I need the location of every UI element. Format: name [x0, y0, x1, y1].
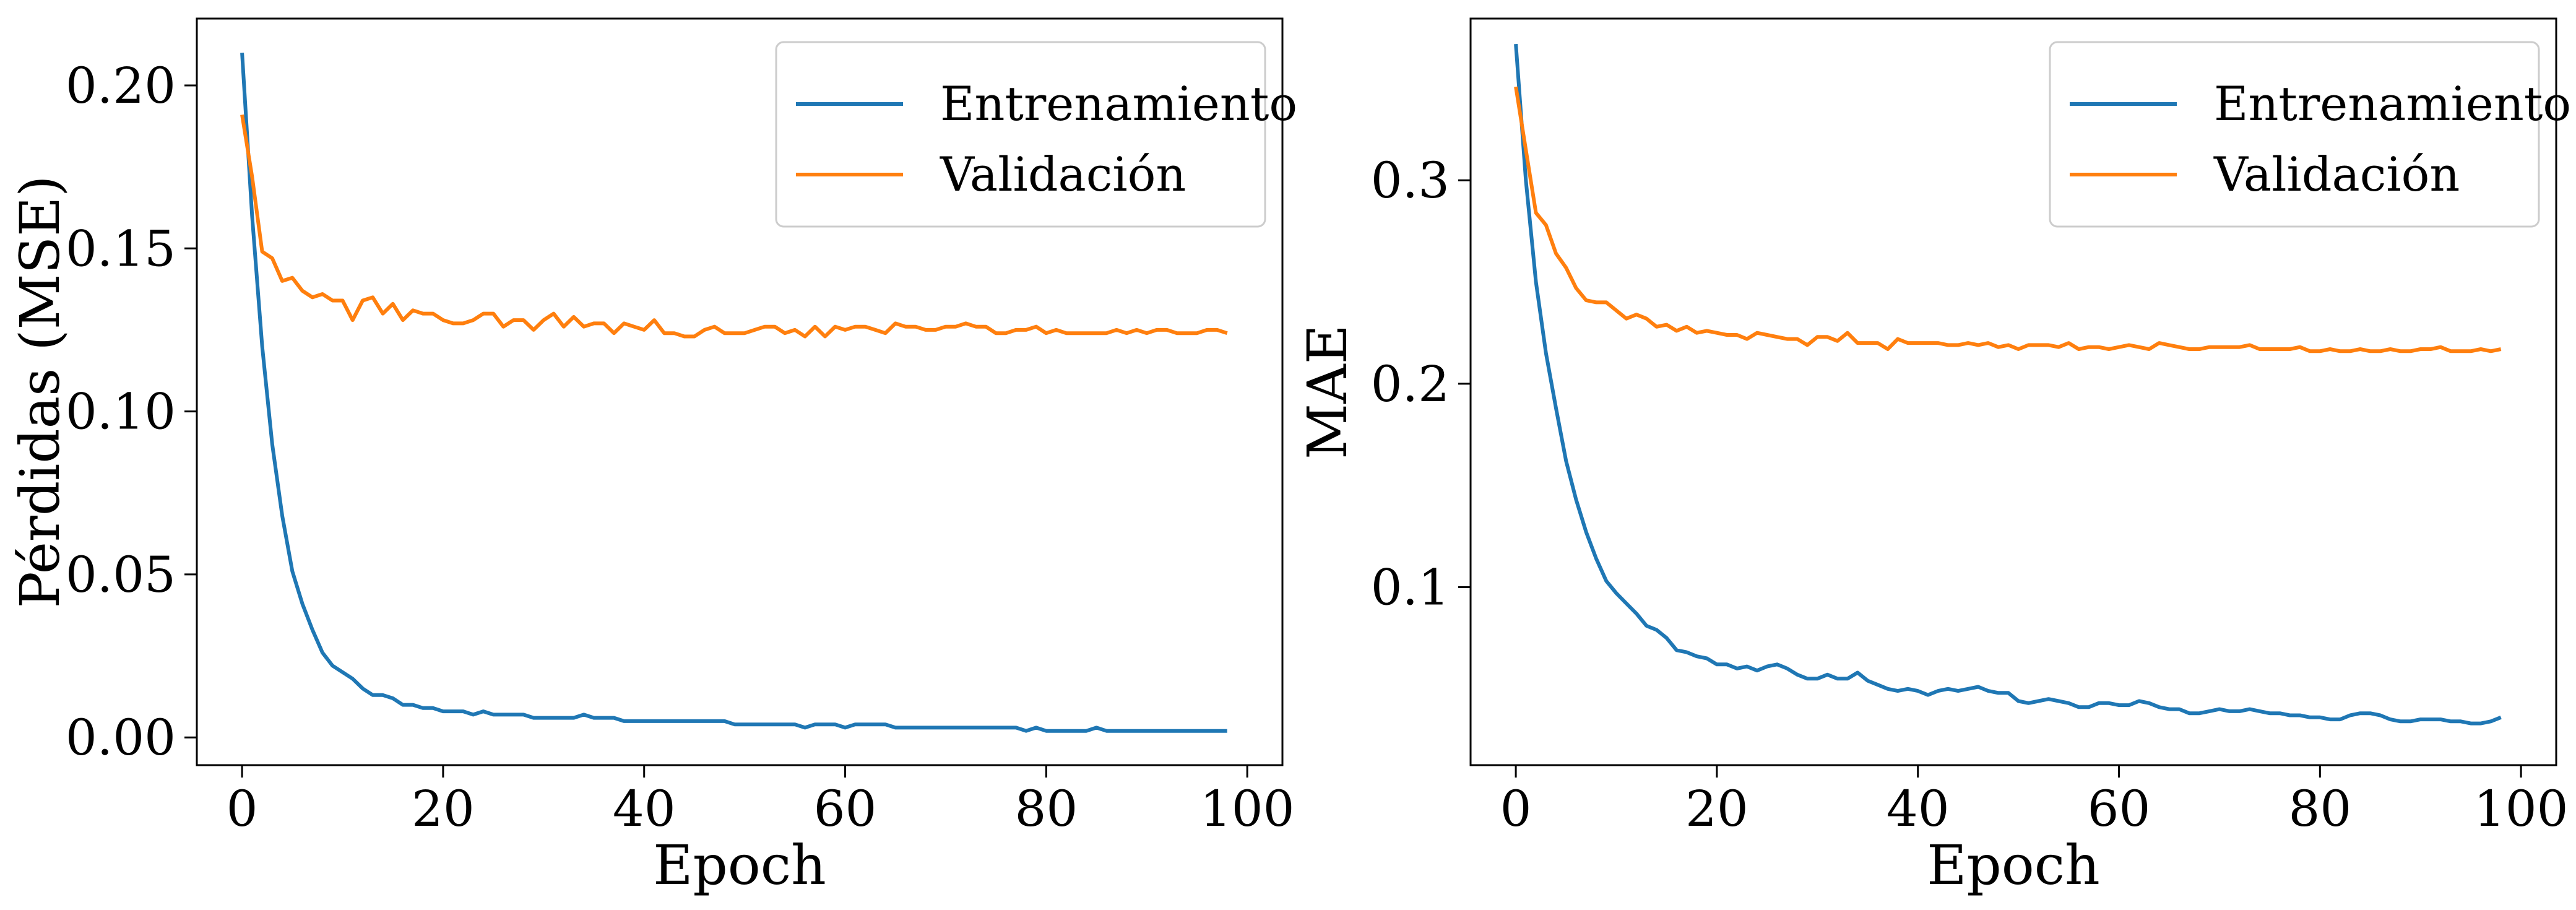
x-tick-label: 100: [2474, 780, 2569, 838]
y-tick-label: 0.3: [1371, 152, 1450, 209]
x-tick-label: 60: [814, 780, 877, 838]
y-axis-title: MAE: [1295, 324, 1359, 459]
x-tick-label: 40: [1887, 780, 1950, 838]
x-tick-label: 100: [1200, 780, 1295, 838]
x-tick-label: 60: [2088, 780, 2151, 838]
legend-label-train: Entrenamiento: [2214, 76, 2571, 131]
legend: Entrenamiento Validación: [2049, 41, 2571, 228]
legend-label-validation: Validación: [940, 147, 1186, 202]
legend-box: [2049, 41, 2540, 228]
x-axis-title: Epoch: [653, 833, 826, 897]
axes-frame: [196, 17, 1284, 766]
mae-chart: 0 20 40 60 80 100 0.1 0.2 0.3 Epoch MAE Entrenamien…: [1295, 17, 2571, 897]
legend-box: [775, 41, 1266, 228]
series-line-validation: [1514, 86, 2502, 353]
axes-frame: [1469, 17, 2557, 766]
y-tick-label: 0.20: [66, 57, 176, 115]
y-tick-label: 0.15: [66, 220, 176, 277]
series-line-train: [240, 53, 1227, 733]
x-axis-title: Epoch: [1927, 833, 2100, 897]
x-tick-label: 20: [412, 780, 475, 838]
y-axis-title: Pérdidas (MSE): [8, 175, 72, 608]
y-tick-label: 0.1: [1371, 558, 1450, 616]
y-tick-label: 0.00: [66, 709, 176, 766]
y-tick-label: 0.10: [66, 383, 176, 441]
loss-chart: 0 20 40 60 80 100 0.00 0.05 0.10 0.15 0.20 Epoch Pér…: [8, 17, 1297, 897]
x-tick-label: 40: [613, 780, 676, 838]
x-tick-label: 80: [1014, 780, 1078, 838]
legend: Entrenamiento Validación: [775, 41, 1297, 228]
x-tick-label: 0: [227, 780, 258, 838]
legend-label-train: Entrenamiento: [940, 76, 1297, 131]
series-line-train: [1514, 43, 2502, 726]
x-tick-label: 0: [1500, 780, 1532, 838]
y-tick-label: 0.05: [66, 546, 176, 604]
y-tick-label: 0.2: [1371, 355, 1450, 413]
series-line-validation: [240, 114, 1228, 339]
x-tick-label: 20: [1685, 780, 1748, 838]
x-tick-label: 80: [2288, 780, 2351, 838]
legend-label-validation: Validación: [2213, 147, 2460, 202]
